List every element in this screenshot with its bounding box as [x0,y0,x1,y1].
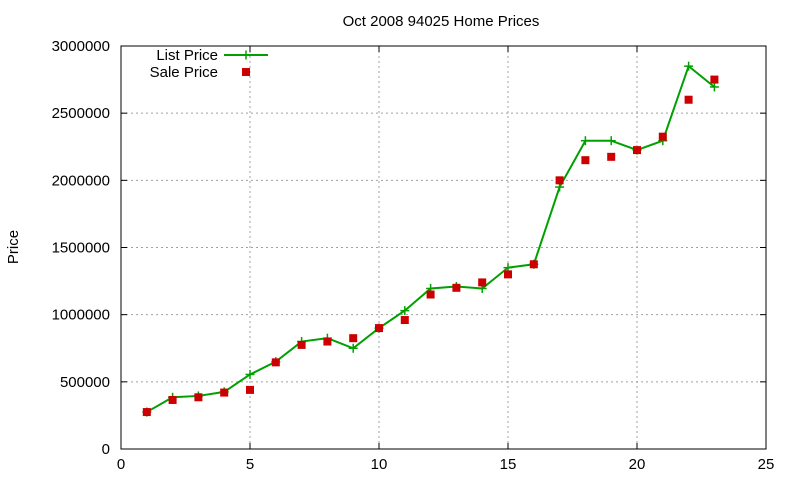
list-price-point [348,343,358,353]
sale-price-point [710,75,719,84]
list-price-point [400,306,410,316]
sale-price-point [323,337,332,346]
sale-price-point [684,95,693,104]
y-tick-label: 500000 [60,374,110,391]
x-tick-label: 20 [629,456,646,473]
legend-square-marker [242,68,250,76]
legend-plus-marker [241,50,251,60]
y-tick-label: 1000000 [52,307,110,324]
sale-price-point [633,146,641,155]
y-tick-label: 2000000 [52,172,110,189]
sale-price-point [400,316,409,325]
list-price-point [606,136,616,146]
y-axis-label: Price [5,230,22,264]
sale-price-point [375,324,383,333]
grid [120,45,767,450]
sale-price-point [168,395,177,404]
sale-price-point [349,334,358,343]
sale-price-point [297,340,306,349]
sale-price-point [194,393,203,402]
sale-price-point [555,176,564,185]
sale-price-series [142,75,719,417]
sale-price-point [142,408,151,417]
sale-price-point [607,152,616,161]
sale-price-point [426,290,435,299]
sale-price-point [452,283,461,292]
series-layer [142,61,719,417]
list-price-line [146,64,716,413]
chart-title: Oct 2008 94025 Home Prices [343,13,540,30]
list-price-series [142,61,719,417]
list-price-point [684,61,694,71]
sale-price-point [220,388,229,397]
y-tick-label: 0 [102,441,110,458]
sale-price-point [529,260,538,269]
sale-price-point [581,156,590,165]
x-tick-label: 15 [500,456,517,473]
x-tick-label: 10 [371,456,388,473]
legend-label: List Price [156,47,218,64]
y-tick-label: 1500000 [52,240,110,257]
x-tick-label: 5 [246,456,254,473]
sale-price-point [478,278,487,287]
x-tick-label: 0 [117,456,125,473]
sale-price-point [271,358,280,367]
y-tick-label: 3000000 [52,38,110,55]
sale-price-point [246,385,254,394]
list-price-point [580,136,590,146]
sale-price-point [658,132,667,141]
plot-frame [120,45,767,450]
list-price-point [709,82,719,92]
sale-price-point [504,270,512,279]
x-tick-label: 25 [758,456,775,473]
list-price-point [245,369,255,379]
legend-label: Sale Price [150,64,218,81]
y-tick-label: 2500000 [52,105,110,122]
tick-labels: 0 5 10 15 20 25 0 500000 1000000 1500000 2000000 25… [52,38,775,473]
